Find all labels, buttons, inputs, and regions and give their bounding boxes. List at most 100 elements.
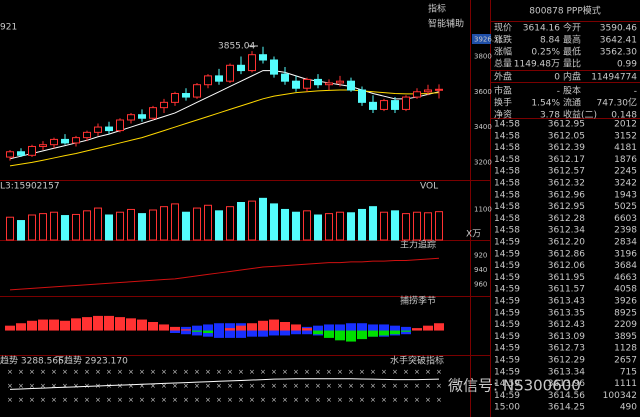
signal-marker: × <box>337 368 343 376</box>
candle-body <box>248 54 256 72</box>
signal-marker: × <box>359 382 365 390</box>
tick-volume: 3895 <box>614 332 637 342</box>
signal-marker: × <box>337 382 343 390</box>
volume-bar <box>6 216 14 241</box>
season-bar <box>302 328 312 331</box>
y-tick-label: 3200 <box>474 158 492 166</box>
tick-price: 3613.43 <box>548 297 585 307</box>
signal-marker: × <box>392 382 398 390</box>
season-bar <box>379 330 389 336</box>
candle-body <box>226 64 234 82</box>
signal-marker: × <box>84 368 90 376</box>
tick-volume: 2209 <box>614 320 637 330</box>
tick-time: 14:59 <box>494 356 520 366</box>
volume-bar <box>61 215 69 241</box>
season-bar <box>16 323 26 331</box>
tick-volume: 4663 <box>614 273 637 283</box>
candle-body <box>105 126 113 132</box>
candle-body <box>435 88 443 91</box>
signal-marker: × <box>315 368 321 376</box>
quote-value: 0.99 <box>617 60 637 70</box>
tick-price: 3612.29 <box>548 356 585 366</box>
candle-body <box>160 101 168 109</box>
signal-marker: × <box>7 368 13 376</box>
tracker-line <box>9 257 440 291</box>
signal-marker: × <box>172 396 178 404</box>
quote-value: - <box>634 87 637 97</box>
sailor-line <box>9 378 440 390</box>
signal-marker: × <box>227 368 233 376</box>
signal-marker: × <box>337 396 343 404</box>
signal-marker: × <box>260 396 266 404</box>
price-box <box>472 34 491 44</box>
signal-marker: × <box>425 368 431 376</box>
tick-price: 3612.28 <box>548 214 585 224</box>
tick-volume: 715 <box>620 367 637 377</box>
signal-marker: × <box>73 396 79 404</box>
season-bar <box>390 330 400 335</box>
candle-body <box>215 75 223 82</box>
signal-marker: × <box>194 382 200 390</box>
season-bar <box>137 319 147 331</box>
signal-marker: × <box>403 382 409 390</box>
candle-body <box>138 114 146 119</box>
signal-marker: × <box>84 396 90 404</box>
signal-marker: × <box>216 368 222 376</box>
tick-time: 14:58 <box>494 179 520 189</box>
tick-price: 3612.95 <box>548 120 585 130</box>
quote-label: 现价 <box>494 23 512 34</box>
tick-time: 14:59 <box>494 367 520 377</box>
signal-marker: × <box>282 368 288 376</box>
signal-marker: × <box>304 396 310 404</box>
candle-body <box>61 138 69 144</box>
tick-price: 3614.56 <box>548 391 585 401</box>
y-tick-label: 920 <box>474 251 487 259</box>
candle-body <box>369 101 377 110</box>
signal-marker: × <box>139 368 145 376</box>
signal-marker: × <box>436 368 442 376</box>
signal-marker: × <box>194 368 200 376</box>
signal-marker: × <box>150 368 156 376</box>
signal-marker: × <box>381 368 387 376</box>
tick-volume: 1128 <box>614 344 637 354</box>
signal-marker: × <box>414 396 420 404</box>
signal-marker: × <box>73 382 79 390</box>
volume-bar <box>160 206 168 241</box>
signal-marker: × <box>128 396 134 404</box>
volume-bar <box>182 211 190 241</box>
volume-bar <box>50 211 58 241</box>
volume-bar <box>358 208 366 241</box>
volume-bar <box>149 209 157 241</box>
signal-marker: × <box>381 396 387 404</box>
quote-label: 今开 <box>563 22 581 34</box>
signal-marker: × <box>381 382 387 390</box>
candle-body <box>413 91 421 98</box>
tick-time: 14:58 <box>494 214 520 224</box>
tick-price: 3614.25 <box>548 403 585 413</box>
menu-button[interactable]: 指标 <box>428 3 446 15</box>
signal-marker: × <box>227 382 233 390</box>
signal-marker: × <box>304 382 310 390</box>
signal-marker: × <box>216 382 222 390</box>
signal-marker: × <box>194 396 200 404</box>
candle-body <box>50 138 58 146</box>
signal-marker: × <box>29 368 35 376</box>
signal-marker: × <box>293 368 299 376</box>
signal-marker: × <box>73 368 79 376</box>
assist-button[interactable]: 智能辅助 <box>428 18 464 30</box>
signal-marker: × <box>370 396 376 404</box>
volume-bar <box>314 214 322 241</box>
signal-marker: × <box>95 368 101 376</box>
candle-body <box>17 151 25 156</box>
sailor-label: 水手突破指标 <box>390 355 444 367</box>
candle-body <box>336 80 344 84</box>
signal-marker: × <box>205 368 211 376</box>
signal-marker: × <box>117 382 123 390</box>
signal-marker: × <box>7 382 13 390</box>
moving-average <box>9 89 440 167</box>
tick-volume: 3152 <box>614 131 637 141</box>
tick-time: 14:58 <box>494 143 520 153</box>
tick-time: 14:59 <box>494 297 520 307</box>
tick-volume: 100342 <box>603 391 637 401</box>
